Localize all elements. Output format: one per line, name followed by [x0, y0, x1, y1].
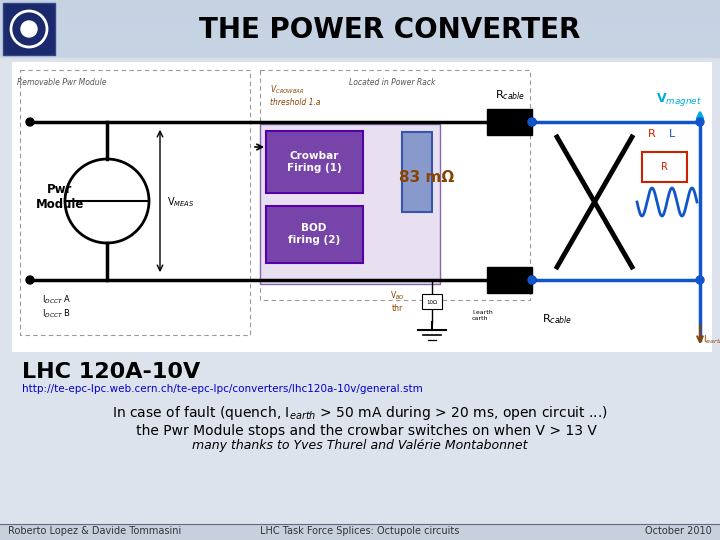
Bar: [0, 9, 720, 12]
Bar: [3, 3, 55, 55]
Text: R$_{cable}$: R$_{cable}$: [495, 88, 525, 102]
Text: V$_{BO}$
thr: V$_{BO}$ thr: [390, 290, 405, 313]
Bar: [0, 39, 720, 42]
Text: many thanks to Yves Thurel and Valérie Montabonnet: many thanks to Yves Thurel and Valérie M…: [192, 439, 528, 452]
Bar: [0, 524, 720, 540]
Bar: [0, 48, 720, 51]
Bar: [12, 62, 712, 352]
Text: October 2010: October 2010: [645, 526, 712, 536]
Circle shape: [26, 118, 34, 126]
Text: R: R: [660, 162, 667, 172]
Text: Located in Power Rack: Located in Power Rack: [348, 78, 435, 87]
Bar: [0, 36, 720, 39]
Bar: [0, 42, 720, 45]
Text: R$_{cable}$: R$_{cable}$: [542, 312, 572, 326]
Circle shape: [528, 276, 536, 284]
Circle shape: [21, 21, 37, 37]
Bar: [487, 267, 532, 293]
Text: LHC 120A-10V: LHC 120A-10V: [22, 362, 200, 382]
Circle shape: [528, 118, 536, 126]
Text: R: R: [648, 129, 656, 139]
Bar: [0, 21, 720, 24]
Text: Roberto Lopez & Davide Tommasini: Roberto Lopez & Davide Tommasini: [8, 526, 181, 536]
Circle shape: [696, 118, 704, 126]
Bar: [260, 70, 530, 300]
Circle shape: [528, 276, 536, 284]
Text: LHC Task Force Splices: Octupole circuits: LHC Task Force Splices: Octupole circuit…: [261, 526, 459, 536]
Bar: [0, 27, 720, 30]
Bar: [0, 15, 720, 18]
Bar: [0, 6, 720, 9]
Circle shape: [26, 276, 34, 284]
Text: Pwr
Module: Pwr Module: [36, 183, 84, 211]
Text: BOD
firing (2): BOD firing (2): [288, 223, 340, 245]
Text: I.earth
carth: I.earth carth: [472, 310, 492, 321]
Text: I$_{DCCT}$ B: I$_{DCCT}$ B: [42, 308, 71, 320]
Bar: [0, 51, 720, 54]
Bar: [20, 70, 250, 335]
Text: Removable Pwr Module: Removable Pwr Module: [17, 78, 107, 87]
FancyBboxPatch shape: [266, 206, 363, 263]
Bar: [0, 3, 720, 6]
Text: V$_{magnet}$: V$_{magnet}$: [656, 91, 702, 109]
Bar: [0, 45, 720, 48]
Text: Crowbar
Firing (1): Crowbar Firing (1): [287, 151, 341, 173]
Bar: [0, 0, 720, 58]
Bar: [0, 54, 720, 57]
Bar: [0, 57, 720, 60]
Text: I$_{earth}$: I$_{earth}$: [703, 334, 720, 346]
Bar: [642, 152, 687, 182]
FancyBboxPatch shape: [266, 131, 363, 193]
Bar: [0, 24, 720, 27]
Text: I$_{DCCT}$ A: I$_{DCCT}$ A: [42, 294, 71, 306]
Text: V$_{MEAS}$: V$_{MEAS}$: [167, 195, 194, 209]
Text: 10Ω: 10Ω: [426, 300, 438, 305]
Bar: [260, 124, 440, 284]
Bar: [0, 18, 720, 21]
Text: THE POWER CONVERTER: THE POWER CONVERTER: [199, 16, 581, 44]
Bar: [0, 12, 720, 15]
Circle shape: [528, 118, 536, 126]
Bar: [402, 132, 432, 212]
Text: L: L: [669, 129, 675, 139]
Bar: [487, 109, 532, 135]
Bar: [0, 30, 720, 33]
Text: http://te-epc-lpc.web.cern.ch/te-epc-lpc/converters/lhc120a-10v/general.stm: http://te-epc-lpc.web.cern.ch/te-epc-lpc…: [22, 384, 423, 394]
Bar: [0, 0, 720, 3]
Circle shape: [696, 276, 704, 284]
Bar: [0, 33, 720, 36]
Bar: [422, 294, 442, 309]
Text: In case of fault (quench, I$_{earth}$ > 50 mA during > 20 ms, open circuit ...)
: In case of fault (quench, I$_{earth}$ > …: [112, 404, 608, 438]
Text: 83 mΩ: 83 mΩ: [400, 170, 454, 185]
Text: V$_{CROWBAR}$
threshold 1.a: V$_{CROWBAR}$ threshold 1.a: [270, 84, 320, 107]
